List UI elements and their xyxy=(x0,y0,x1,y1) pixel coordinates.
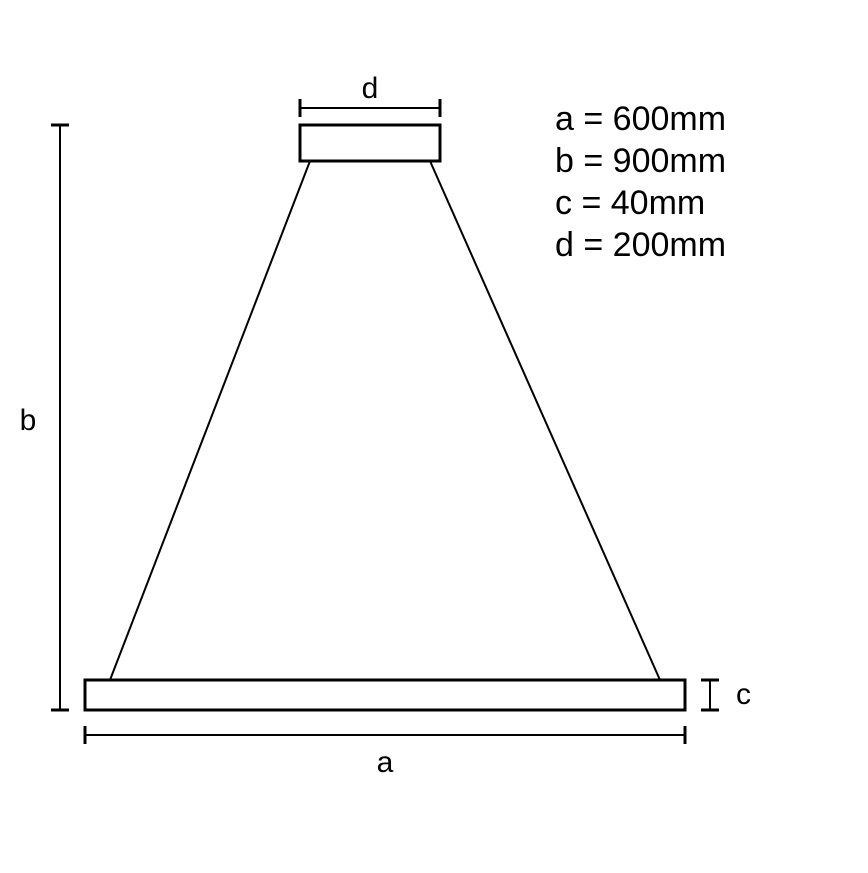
spec-line: b = 900mm xyxy=(555,142,726,180)
spec-line: c = 40mm xyxy=(555,184,705,222)
diagram-background xyxy=(0,0,868,868)
spec-line: d = 200mm xyxy=(555,226,726,264)
dimension-b-label: b xyxy=(20,404,37,437)
dimension-a-label: a xyxy=(377,746,394,779)
spec-line: a = 600mm xyxy=(555,100,726,138)
dimension-d-label: d xyxy=(362,72,379,105)
dimension-c-label: c xyxy=(736,678,751,711)
